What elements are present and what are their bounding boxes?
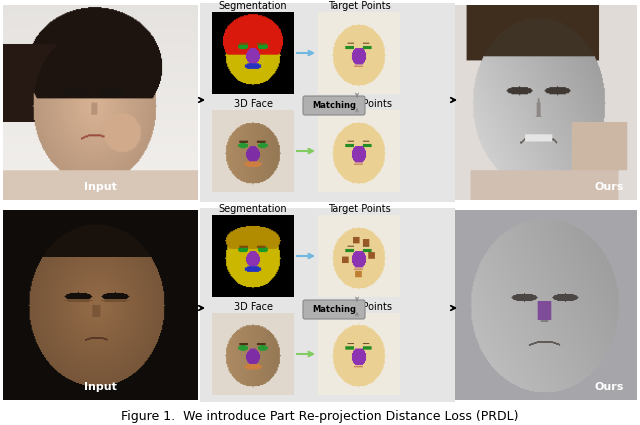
FancyBboxPatch shape (303, 96, 365, 115)
Title: Target Points: Target Points (328, 1, 390, 11)
Text: Matching: Matching (312, 305, 356, 314)
FancyBboxPatch shape (303, 300, 365, 319)
Title: Source Points: Source Points (326, 99, 392, 109)
Title: Target Points: Target Points (328, 204, 390, 214)
Text: Input: Input (84, 182, 117, 192)
Title: Segmentation: Segmentation (219, 1, 287, 11)
Text: Ours: Ours (595, 382, 624, 392)
FancyBboxPatch shape (198, 1, 458, 204)
Title: Source Points: Source Points (326, 302, 392, 312)
Text: Matching: Matching (312, 101, 356, 110)
Text: Figure 1.  We introduce Part Re-projection Distance Loss (PRDL): Figure 1. We introduce Part Re-projectio… (121, 410, 519, 423)
Text: Ours: Ours (595, 182, 624, 192)
Title: 3D Face: 3D Face (234, 302, 273, 312)
FancyBboxPatch shape (198, 206, 458, 404)
Text: Input: Input (84, 382, 117, 392)
Title: 3D Face: 3D Face (234, 99, 273, 109)
Title: Segmentation: Segmentation (219, 204, 287, 214)
